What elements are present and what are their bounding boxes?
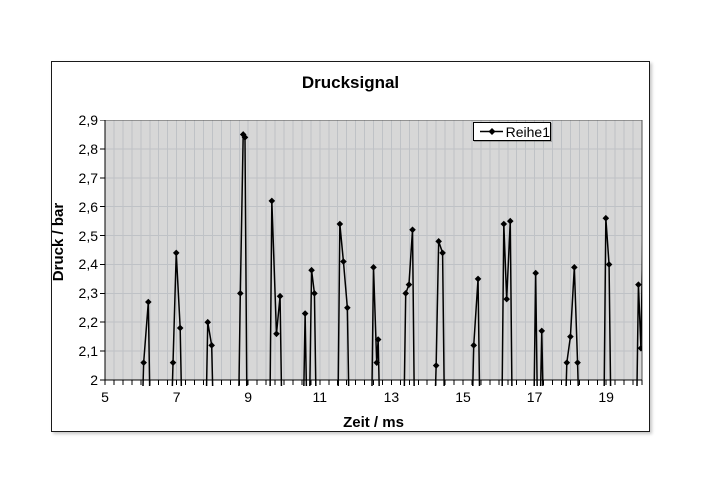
data-point-marker (336, 220, 344, 228)
series-line (472, 278, 481, 386)
x-tick-label: 5 (101, 389, 109, 405)
data-point-marker (405, 281, 413, 288)
data-point-marker (273, 330, 280, 338)
data-point-marker (402, 290, 410, 297)
data-point-marker (239, 131, 247, 138)
data-point-marker (439, 249, 446, 257)
data-point-marker (503, 295, 510, 303)
y-tick-label: 2,8 (78, 140, 98, 157)
data-point-marker (538, 327, 546, 335)
data-point-marker (276, 292, 284, 300)
chart-title: Drucksignal (301, 73, 400, 92)
y-tick-label: 2,1 (78, 343, 98, 360)
data-point-marker (635, 281, 642, 288)
data-point-marker (204, 318, 212, 326)
data-point-marker (370, 264, 377, 271)
series-line (603, 218, 612, 386)
legend: Reihe1 (473, 122, 551, 141)
data-point-marker (637, 344, 642, 352)
data-point-marker (571, 264, 578, 271)
series-marker-icon (480, 128, 503, 135)
data-point-marker (567, 333, 574, 340)
plot-area (100, 120, 643, 386)
data-point-marker (506, 217, 514, 225)
y-tick-label: 2 (90, 372, 98, 388)
data-point-marker (532, 269, 539, 277)
data-point-marker (311, 290, 318, 297)
series-line (309, 270, 317, 386)
y-tick-label: 2,9 (78, 112, 98, 128)
data-point-marker (301, 310, 309, 317)
data-point-marker (409, 226, 416, 234)
y-tick-label: 2,6 (78, 198, 98, 215)
data-point-marker (172, 249, 180, 257)
data-point-marker (241, 134, 249, 141)
y-tick-label: 2,7 (78, 169, 98, 186)
x-tick-label: 7 (172, 389, 181, 405)
gridlines (105, 120, 642, 380)
data-point-marker (574, 359, 581, 366)
data-point-marker (563, 359, 571, 366)
data-point-marker (344, 304, 351, 312)
data-point-marker (374, 336, 382, 343)
series-line (565, 267, 579, 386)
axis-lines (104, 120, 642, 381)
series-line (205, 322, 214, 386)
data-point-marker (140, 359, 147, 366)
data-point-marker (470, 342, 478, 349)
legend-label: Reihe1 (505, 123, 550, 140)
x-tick-label: 15 (455, 389, 471, 405)
y-tick-label: 2,3 (78, 285, 98, 302)
series-line (636, 240, 642, 386)
data-point-marker (432, 362, 440, 369)
x-tick-label: 17 (526, 389, 543, 405)
data-point-marker (308, 266, 315, 274)
data-point-marker (268, 197, 276, 205)
data-point-marker (602, 214, 610, 222)
data-point-marker (605, 261, 613, 268)
data-point-marker (169, 359, 177, 366)
data-point-marker (237, 290, 244, 297)
data-point-marker (145, 298, 152, 306)
chart-frame: Drucksignal Druck / bar 2,9 2,8 2,7 2,6 2,5 2… (50, 61, 650, 432)
data-point-marker (208, 342, 215, 349)
x-tick-label: 13 (383, 389, 400, 405)
y-tick-label: 2,5 (78, 227, 98, 244)
series-line (142, 301, 151, 386)
data-point-marker (474, 275, 482, 283)
data-point-marker (340, 258, 347, 265)
x-tick-label: 9 (244, 389, 253, 405)
x-tick-label: 19 (598, 389, 614, 405)
data-point-marker (373, 359, 381, 366)
y-tick-label: 2,2 (78, 314, 98, 331)
x-axis-title: Zeit / ms (343, 414, 404, 431)
data-point-marker (500, 220, 508, 228)
x-tick-label: 11 (312, 389, 328, 405)
y-tick-label: 2,4 (78, 256, 98, 273)
